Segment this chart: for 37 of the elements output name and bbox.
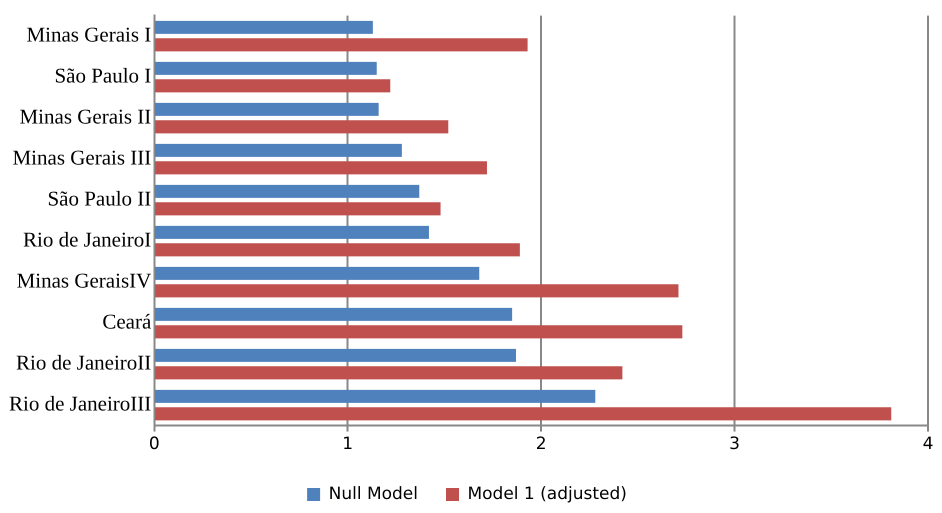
bar: [155, 144, 402, 157]
y-tick-label: Rio de JaneiroI: [22, 228, 152, 252]
bar: [155, 102, 379, 116]
bar: [155, 226, 429, 239]
bar: [155, 79, 390, 92]
bar: [155, 308, 512, 321]
bar: [155, 266, 480, 280]
bar: [155, 120, 448, 134]
bar: [155, 348, 516, 362]
bar: [155, 366, 622, 380]
bar: [155, 284, 678, 298]
y-tick-label: São Paulo I: [54, 64, 152, 88]
bar: [155, 202, 441, 216]
bar: [155, 407, 892, 420]
legend-label: Model 1 (adjusted): [467, 484, 627, 504]
y-tick-label: Rio de JaneiroII: [16, 350, 152, 375]
bar: [155, 161, 487, 174]
bar: [155, 243, 520, 256]
x-tick-label: 4: [922, 434, 934, 454]
x-tick-label: 1: [342, 434, 354, 454]
bar: [155, 325, 682, 338]
bar: [155, 38, 528, 52]
y-tick-label: Rio de JaneiroIII: [8, 392, 152, 416]
legend-label: Null Model: [328, 484, 418, 504]
y-tick-label: Minas GeraisIV: [16, 268, 152, 293]
x-tick-label: 2: [536, 434, 547, 454]
bar: [155, 20, 373, 34]
x-tick-label: 3: [729, 434, 740, 454]
y-tick-label: Ceará: [102, 310, 152, 334]
bar: [155, 62, 377, 75]
y-tick-label: Minas Gerais II: [19, 104, 152, 129]
y-tick-label: Minas Gerais III: [12, 146, 152, 170]
x-tick-label: 0: [148, 434, 160, 454]
y-tick-label: São Paulo II: [47, 186, 152, 211]
bar: [155, 184, 420, 198]
y-tick-label: Minas Gerais I: [26, 22, 152, 47]
bar: [155, 390, 596, 403]
